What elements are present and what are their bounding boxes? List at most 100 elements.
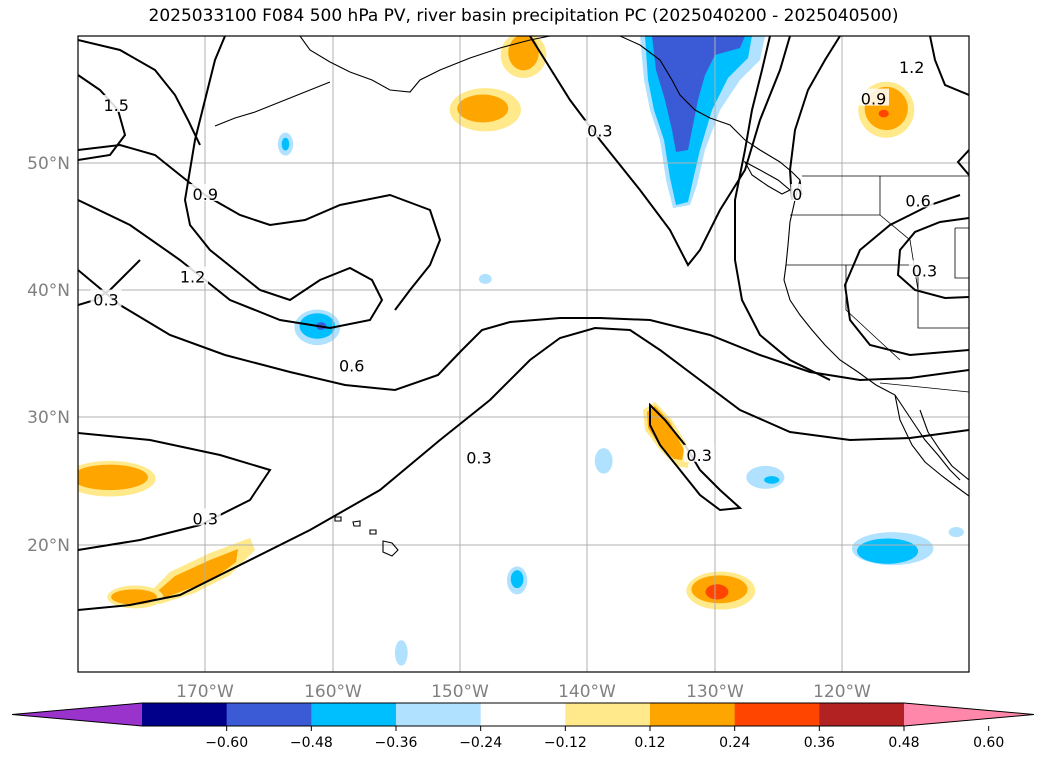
precip-blob-11 xyxy=(78,464,148,491)
contour-label-bg-11 xyxy=(902,190,934,208)
colorbar-outline xyxy=(11,702,1035,727)
contour-label-bg-2 xyxy=(177,266,209,284)
lat-label-40n: 40°N xyxy=(27,281,70,301)
contour-label-6: 0.3 xyxy=(193,509,218,528)
colorbar-tick-label-5: 0.12 xyxy=(634,735,665,751)
pv-contour-0.6 xyxy=(78,269,969,392)
contour-label-bg-1 xyxy=(189,184,221,201)
precip-blob-20 xyxy=(746,465,785,489)
colorbar-segment-4 xyxy=(396,703,482,726)
colorbar: −0.60 −0.48 −0.36 −0.24 −0.12 0.12 0.24 0.36 0.4… xyxy=(11,702,1035,751)
contour-label-2: 1.2 xyxy=(180,268,205,287)
pv-contour-0.6-east xyxy=(843,194,969,357)
precip-blobs xyxy=(78,36,964,666)
precip-blob-24 xyxy=(948,526,964,538)
border-us-mexico xyxy=(879,382,969,393)
lat-lon-grid xyxy=(78,36,969,672)
island-hawaii-big xyxy=(382,540,399,557)
contour-label-1: 0.9 xyxy=(193,185,218,204)
pv-contour-0.3-north-left xyxy=(78,39,201,146)
colorbar-tick-label-2: −0.36 xyxy=(375,735,418,751)
colorbar-tick-label-3: −0.24 xyxy=(459,735,502,751)
island-hawaii-oahu xyxy=(352,520,361,527)
precip-blob-5 xyxy=(281,137,290,151)
coastline-aleutians xyxy=(214,81,331,127)
coastline-vancouver-island xyxy=(743,160,791,195)
contour-label-bg-4 xyxy=(336,355,368,373)
colorbar-tick-label-6: 0.24 xyxy=(719,735,750,751)
colorbar-extend-high xyxy=(904,703,1034,726)
coastline-mexico xyxy=(919,409,969,481)
coastlines xyxy=(214,36,969,557)
lon-label-120w: 120°W xyxy=(813,682,871,702)
contour-label-4: 0.6 xyxy=(339,357,364,376)
contour-labels: 1.5 0.9 1.2 0.3 0.6 0.3 0.3 0.3 0.3 0.9 1.2 0.6 0.3 0 xyxy=(90,56,940,528)
colorbar-tick-label-9: 0.60 xyxy=(973,735,1004,751)
contour-label-bg-10 xyxy=(896,56,928,74)
contour-label-10: 1.2 xyxy=(899,58,924,77)
precip-blob-23 xyxy=(856,538,919,564)
precip-blob-25 xyxy=(394,640,408,666)
coastline-alaska xyxy=(299,36,551,93)
pv-contour-1.2 xyxy=(78,36,384,330)
lon-label-140w: 140°W xyxy=(558,682,616,702)
lat-label-50n: 50°N xyxy=(27,154,70,174)
precip-blob-18 xyxy=(510,570,524,589)
colorbar-tick-label-4: −0.12 xyxy=(544,735,587,751)
contour-label-9: 0.9 xyxy=(861,90,886,109)
pv-contour-0.3-south xyxy=(78,326,969,611)
border-utah-box xyxy=(954,227,969,279)
pv-contour-0.9-east xyxy=(896,217,969,300)
political-borders xyxy=(786,175,969,393)
lon-label-150w: 150°W xyxy=(431,682,489,702)
colorbar-segment-7 xyxy=(650,703,736,726)
contour-label-bg-13 xyxy=(790,184,804,201)
contour-label-0: 1.5 xyxy=(103,96,128,115)
pv-contour-0.3-far-east xyxy=(734,36,831,381)
colorbar-segment-6 xyxy=(565,703,651,726)
precip-blob-9 xyxy=(478,273,492,285)
precip-blob-21 xyxy=(764,476,780,484)
precip-blob-28 xyxy=(878,109,889,118)
lon-label-170w: 170°W xyxy=(176,682,234,702)
map-frame xyxy=(77,35,970,673)
pv-contour-1.2-east xyxy=(788,36,841,201)
precip-area-30n-mid xyxy=(647,406,684,460)
precip-blob-19 xyxy=(594,448,613,474)
colorbar-segment-2 xyxy=(226,703,312,726)
lon-labels: 170°W 160°W 150°W 140°W 130°W 120°W xyxy=(176,682,871,702)
lon-label-130w: 130°W xyxy=(686,682,744,702)
precip-blob-13 xyxy=(111,589,157,605)
contour-label-bg-6 xyxy=(189,508,221,526)
pv-contour-east-arc xyxy=(956,149,969,176)
precip-shading xyxy=(142,36,765,604)
precip-blob-16 xyxy=(705,584,729,600)
colorbar-segment-5 xyxy=(480,703,566,726)
border-california-nevada xyxy=(845,265,901,361)
colorbar-segment-9 xyxy=(819,703,905,726)
coastline-baja xyxy=(894,394,969,497)
colorbar-tick-label-0: −0.60 xyxy=(205,735,248,751)
contour-label-bg-9 xyxy=(858,88,890,106)
contour-label-11: 0.6 xyxy=(905,191,930,210)
contour-label-13: 0 xyxy=(792,185,802,204)
pv-contours xyxy=(78,36,969,611)
colorbar-tick-label-1: −0.48 xyxy=(290,735,333,751)
colorbar-segment-8 xyxy=(734,703,820,726)
pv-contour-0-east xyxy=(929,36,969,96)
island-hawaii-kauai xyxy=(334,516,342,522)
contour-label-3: 0.3 xyxy=(93,291,118,310)
contour-label-bg-7 xyxy=(584,120,616,138)
contour-label-bg-5 xyxy=(463,447,495,465)
contour-label-8: 0.3 xyxy=(686,446,711,465)
lat-label-20n: 20°N xyxy=(27,536,70,556)
precip-area-bc-dark xyxy=(652,36,745,152)
colorbar-segment-3 xyxy=(311,703,397,726)
contour-label-bg-12 xyxy=(908,260,940,278)
lon-label-160w: 160°W xyxy=(304,682,362,702)
colorbar-tick-label-7: 0.36 xyxy=(804,735,835,751)
pv-contour-0.3-pacific xyxy=(529,36,791,267)
contour-label-7: 0.3 xyxy=(587,121,612,140)
lat-labels: 50°N 40°N 30°N 20°N xyxy=(27,154,70,556)
